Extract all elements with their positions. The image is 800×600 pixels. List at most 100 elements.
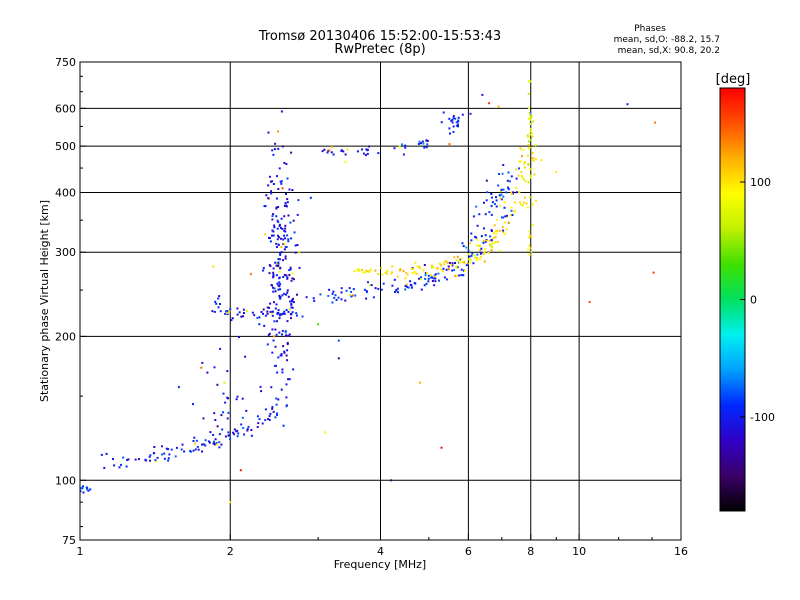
echo-point [272,267,275,270]
echo-point [278,258,281,261]
echo-point [282,145,284,148]
echo-point [490,249,493,252]
echo-point [443,263,446,266]
echo-point [218,433,221,436]
echo-point [280,353,283,356]
echo-point [149,454,152,457]
echo-point [404,277,407,280]
echo-point [288,308,291,311]
echo-point [487,252,490,254]
echo-point [327,149,330,152]
echo-point [293,301,295,304]
echo-point [208,441,211,444]
echo-point [165,447,168,450]
echo-point [279,354,282,357]
echo-point [286,291,289,294]
echo-point [475,236,478,239]
echo-point [321,150,324,153]
echo-point [298,251,301,254]
echo-point [521,176,524,179]
echo-point [272,410,275,413]
echo-point [502,164,505,166]
echo-point [219,310,222,313]
echo-point [409,280,412,283]
echo-point [241,397,244,400]
echo-point [272,153,275,156]
echo-point [506,214,508,217]
echo-point [520,171,523,173]
colorbar-gradient [719,87,746,512]
echo-point [441,270,444,273]
echo-point [291,189,294,191]
echo-point [419,267,422,270]
echo-point [479,255,482,258]
echo-point [451,118,454,121]
echo-point [358,269,361,272]
echo-point [494,236,497,239]
echo-point [271,218,274,221]
echo-point [490,213,493,216]
echo-point [353,270,356,273]
echo-point [535,199,538,202]
echo-point [361,269,364,271]
echo-point [485,179,488,182]
echo-point [280,182,283,185]
echo-point [281,333,283,336]
echo-point [434,280,437,283]
echo-point [269,302,272,305]
echo-point [274,364,277,367]
echo-point [465,264,468,267]
echo-point [366,270,369,273]
echo-point [491,246,493,249]
echo-point [517,174,520,177]
echo-point [274,142,277,145]
echo-point [278,281,281,284]
echo-point [358,268,360,271]
echo-point [424,277,427,280]
echo-point [529,247,532,250]
echo-point [113,464,116,467]
echo-point [290,279,293,282]
echo-point [505,191,508,194]
echo-point [281,227,284,230]
echo-point [279,297,282,300]
echo-point [281,294,284,297]
echo-point [286,349,289,352]
echo-point [412,267,415,270]
echo-point [344,153,347,156]
echo-point [529,123,532,126]
echo-point [475,258,478,261]
echo-point [382,282,385,285]
echo-point [519,160,522,163]
echo-point [264,205,267,208]
echo-point [450,119,453,122]
echo-point [342,150,345,153]
echo-point [461,113,464,116]
echo-point [337,296,340,299]
echo-point [272,339,275,342]
echo-point [507,188,510,191]
echo-point [218,295,221,298]
echo-point [490,229,493,232]
echo-point [275,303,278,306]
echo-point [287,378,290,381]
echo-point [189,450,192,452]
echo-point [275,262,278,265]
echo-point [274,290,277,293]
echo-point [393,147,396,150]
echo-point [365,297,368,300]
echo-point [440,268,442,271]
echo-point [269,310,272,313]
echo-point [529,139,532,142]
echo-point [451,269,454,272]
echo-point [512,191,515,194]
echo-point [201,450,203,453]
echo-point [518,201,521,204]
echo-point [423,284,426,287]
echo-point [522,148,525,151]
echo-point [100,453,103,456]
echo-point [278,314,281,317]
echo-point [527,181,530,184]
echo-point [466,262,469,265]
echo-point [461,242,464,245]
